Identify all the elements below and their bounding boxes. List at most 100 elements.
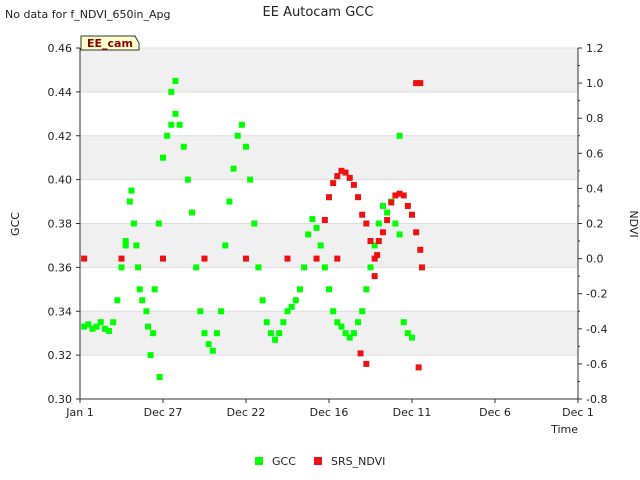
point-gcc-42 xyxy=(234,132,241,139)
point-srs-ndvi-3 xyxy=(201,255,208,262)
x-tick-label-1: Dec 27 xyxy=(144,406,183,419)
point-gcc-27 xyxy=(172,110,179,117)
point-gcc-83 xyxy=(404,330,411,337)
point-gcc-89 xyxy=(396,132,403,139)
no-data-note: No data for f_NDVI_650in_Apg xyxy=(5,8,171,21)
point-srs-ndvi-39 xyxy=(417,80,424,87)
point-srs-ndvi-32 xyxy=(413,229,420,236)
point-srs-ndvi-34 xyxy=(418,264,425,271)
y-left-tick-label-0: 0.30 xyxy=(48,393,73,406)
point-gcc-86 xyxy=(168,88,175,95)
point-gcc-61 xyxy=(313,224,320,231)
x-tick-label-5: Dec 6 xyxy=(479,406,511,419)
point-gcc-58 xyxy=(301,264,308,271)
point-gcc-70 xyxy=(350,330,357,337)
point-srs-ndvi-28 xyxy=(396,190,403,197)
y-right-tick-label-9: 1.0 xyxy=(586,77,604,90)
x-axis-label: Time xyxy=(550,423,578,436)
point-gcc-36 xyxy=(209,347,216,354)
point-srs-ndvi-7 xyxy=(334,255,341,262)
point-gcc-2 xyxy=(89,325,96,332)
legend-label-srs-ndvi: SRS_NDVI xyxy=(331,455,385,468)
y-right-tick-label-8: 0.8 xyxy=(586,112,604,125)
point-gcc-47 xyxy=(255,264,262,271)
point-gcc-6 xyxy=(106,327,113,334)
y-right-tick-label-4: 0.0 xyxy=(586,253,604,266)
point-gcc-65 xyxy=(330,308,337,315)
point-gcc-82 xyxy=(400,319,407,326)
badge: EE_cam xyxy=(80,35,140,51)
point-gcc-4 xyxy=(97,319,104,326)
point-gcc-38 xyxy=(218,308,225,315)
point-srs-ndvi-38 xyxy=(413,80,420,87)
point-gcc-32 xyxy=(193,264,200,271)
point-srs-ndvi-30 xyxy=(404,202,411,209)
y-right-tick-label-1: -0.6 xyxy=(586,358,607,371)
point-srs-ndvi-25 xyxy=(384,216,391,223)
point-gcc-12 xyxy=(128,187,135,194)
point-srs-ndvi-20 xyxy=(367,238,374,245)
point-srs-ndvi-31 xyxy=(409,211,415,218)
point-srs-ndvi-13 xyxy=(338,167,345,174)
x-tick-label-3: Dec 16 xyxy=(310,406,349,419)
point-gcc-22 xyxy=(151,286,158,293)
point-gcc-76 xyxy=(375,220,382,227)
point-gcc-67 xyxy=(338,323,345,330)
y-left-tick-label-1: 0.32 xyxy=(48,349,73,362)
legend-swatch-srs-ndvi xyxy=(314,457,322,465)
y-left-tick-label-7: 0.44 xyxy=(48,86,73,99)
point-gcc-75 xyxy=(371,242,378,249)
point-srs-ndvi-12 xyxy=(334,173,341,180)
point-gcc-59 xyxy=(305,231,312,238)
point-gcc-40 xyxy=(226,198,233,205)
point-gcc-53 xyxy=(280,319,287,326)
point-gcc-48 xyxy=(259,297,266,304)
point-srs-ndvi-35 xyxy=(357,350,364,357)
point-srs-ndvi-26 xyxy=(388,199,395,206)
point-srs-ndvi-19 xyxy=(363,220,370,227)
point-gcc-73 xyxy=(363,286,370,293)
band-3 xyxy=(80,48,578,92)
point-gcc-45 xyxy=(247,176,254,183)
x-tick-label-2: Dec 22 xyxy=(227,406,266,419)
y-right-tick-label-0: -0.8 xyxy=(586,393,607,406)
point-gcc-14 xyxy=(133,242,140,249)
point-gcc-64 xyxy=(326,286,332,293)
point-gcc-78 xyxy=(384,209,391,216)
point-srs-ndvi-0 xyxy=(81,255,88,262)
point-srs-ndvi-24 xyxy=(379,229,386,236)
point-gcc-16 xyxy=(136,286,143,293)
point-gcc-1 xyxy=(85,321,92,328)
point-gcc-33 xyxy=(197,308,204,315)
y-right-tick-label-10: 1.2 xyxy=(586,42,604,55)
point-gcc-31 xyxy=(189,209,196,216)
point-gcc-51 xyxy=(272,336,279,343)
point-gcc-85 xyxy=(122,242,129,249)
point-gcc-69 xyxy=(346,334,353,341)
y-right-tick-label-6: 0.4 xyxy=(586,182,604,195)
band-2 xyxy=(80,135,578,180)
point-gcc-5 xyxy=(101,325,108,332)
y-right-tick-label-7: 0.6 xyxy=(586,147,604,160)
point-srs-ndvi-37 xyxy=(415,364,422,371)
point-gcc-8 xyxy=(114,297,121,304)
band-1 xyxy=(80,223,578,268)
point-gcc-24 xyxy=(160,154,166,161)
point-srs-ndvi-1 xyxy=(118,255,125,262)
band-0 xyxy=(80,311,578,356)
point-gcc-7 xyxy=(110,319,117,326)
point-gcc-41 xyxy=(230,165,237,172)
point-gcc-56 xyxy=(292,297,299,304)
point-gcc-20 xyxy=(147,352,154,359)
point-gcc-66 xyxy=(334,319,341,326)
point-gcc-28 xyxy=(176,121,183,128)
point-gcc-57 xyxy=(296,286,303,293)
point-gcc-29 xyxy=(180,143,187,150)
point-gcc-60 xyxy=(309,216,316,223)
point-srs-ndvi-10 xyxy=(326,194,332,201)
point-gcc-26 xyxy=(168,121,175,128)
point-gcc-15 xyxy=(135,264,142,271)
point-srs-ndvi-15 xyxy=(346,174,353,181)
y-left-tick-label-6: 0.42 xyxy=(48,130,73,143)
x-tick-label-4: Dec 11 xyxy=(393,406,432,419)
